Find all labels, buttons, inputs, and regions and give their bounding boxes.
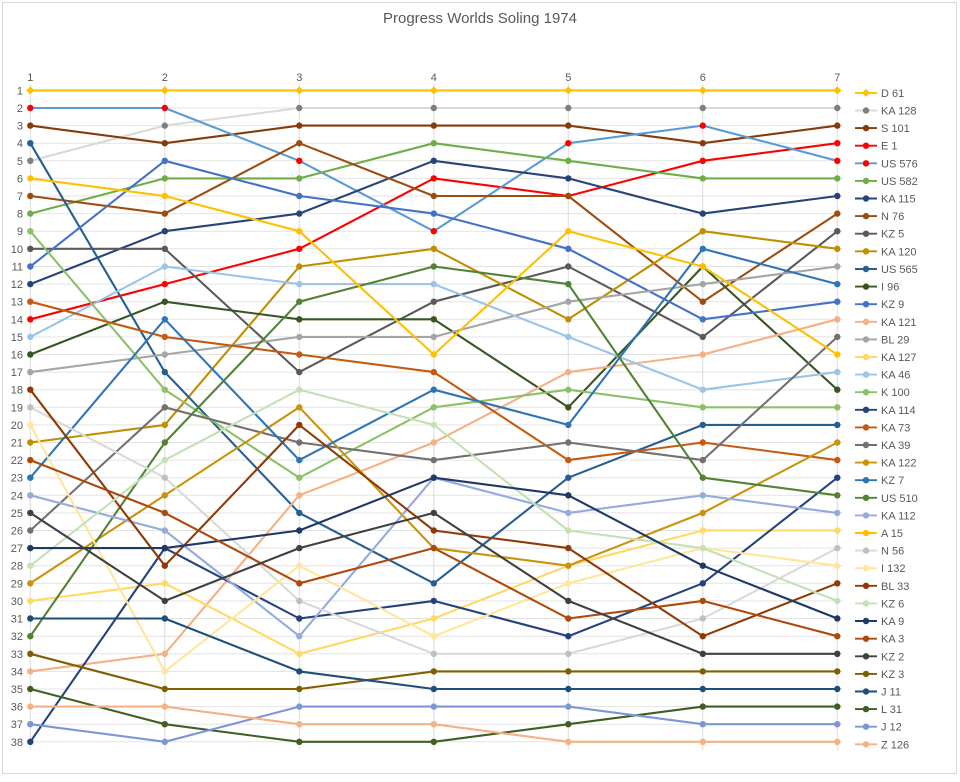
svg-text:34: 34: [11, 666, 23, 678]
svg-text:KZ 2: KZ 2: [881, 651, 904, 663]
svg-text:38: 38: [11, 737, 23, 749]
svg-text:22: 22: [11, 455, 23, 467]
svg-text:7: 7: [17, 191, 23, 203]
svg-text:36: 36: [11, 702, 23, 714]
svg-text:31: 31: [11, 614, 23, 626]
svg-text:17: 17: [11, 367, 23, 379]
svg-text:5: 5: [565, 72, 571, 84]
svg-text:13: 13: [11, 297, 23, 309]
svg-text:N 76: N 76: [881, 211, 904, 223]
svg-text:KA 39: KA 39: [881, 440, 910, 452]
svg-text:KZ 5: KZ 5: [881, 229, 904, 241]
svg-text:A 15: A 15: [881, 528, 903, 540]
svg-text:6: 6: [700, 72, 706, 84]
svg-text:35: 35: [11, 684, 23, 696]
svg-text:KA 9: KA 9: [881, 616, 904, 628]
svg-text:4: 4: [17, 138, 23, 150]
svg-text:16: 16: [11, 350, 23, 362]
svg-text:37: 37: [11, 719, 23, 731]
svg-text:8: 8: [17, 209, 23, 221]
svg-text:KZ 7: KZ 7: [881, 475, 904, 487]
svg-text:J 12: J 12: [881, 722, 902, 734]
svg-text:2: 2: [162, 72, 168, 84]
svg-text:12: 12: [11, 279, 23, 291]
svg-text:D 61: D 61: [881, 88, 904, 100]
svg-text:KA 115: KA 115: [881, 194, 916, 206]
svg-text:11: 11: [12, 262, 23, 274]
svg-text:KA 121: KA 121: [881, 317, 916, 329]
svg-text:J 11: J 11: [881, 687, 901, 699]
svg-text:K 100: K 100: [881, 387, 910, 399]
svg-text:L 31: L 31: [881, 704, 902, 716]
svg-text:KZ 3: KZ 3: [881, 669, 904, 681]
svg-text:N 56: N 56: [881, 546, 904, 558]
svg-text:KA 3: KA 3: [881, 634, 904, 646]
svg-text:KA 114: KA 114: [881, 405, 916, 417]
svg-text:BL 29: BL 29: [881, 334, 909, 346]
svg-text:9: 9: [17, 226, 23, 238]
svg-text:E 1: E 1: [881, 141, 898, 153]
svg-text:21: 21: [11, 438, 23, 450]
svg-text:25: 25: [11, 508, 23, 520]
svg-text:Progress Worlds Soling 1974: Progress Worlds Soling 1974: [383, 10, 577, 27]
svg-text:1: 1: [27, 72, 33, 84]
svg-text:15: 15: [11, 332, 23, 344]
svg-text:I 96: I 96: [881, 282, 899, 294]
svg-text:US 582: US 582: [881, 176, 918, 188]
svg-text:6: 6: [17, 173, 23, 185]
svg-text:30: 30: [11, 596, 23, 608]
svg-text:2: 2: [17, 103, 23, 115]
svg-text:KZ 6: KZ 6: [881, 598, 904, 610]
svg-text:27: 27: [11, 543, 23, 555]
svg-text:29: 29: [11, 578, 23, 590]
svg-text:14: 14: [11, 314, 23, 326]
svg-text:3: 3: [17, 121, 23, 133]
svg-text:KZ 9: KZ 9: [881, 299, 904, 311]
svg-text:3: 3: [296, 72, 302, 84]
svg-text:KA 120: KA 120: [881, 246, 916, 258]
svg-text:S 101: S 101: [881, 123, 910, 135]
svg-text:7: 7: [834, 72, 840, 84]
svg-text:KA 112: KA 112: [881, 510, 916, 522]
svg-text:4: 4: [431, 72, 437, 84]
svg-text:20: 20: [11, 420, 23, 432]
svg-text:Z 126: Z 126: [881, 739, 909, 751]
svg-text:US 576: US 576: [881, 158, 918, 170]
svg-text:19: 19: [11, 402, 23, 414]
svg-text:KA 127: KA 127: [881, 352, 916, 364]
svg-text:28: 28: [11, 561, 23, 573]
svg-text:KA 46: KA 46: [881, 370, 910, 382]
svg-text:18: 18: [11, 385, 23, 397]
svg-text:KA 73: KA 73: [881, 422, 910, 434]
svg-text:KA 128: KA 128: [881, 106, 916, 118]
svg-text:10: 10: [11, 244, 23, 256]
svg-text:5: 5: [17, 156, 23, 168]
svg-text:23: 23: [11, 473, 23, 485]
svg-text:33: 33: [11, 649, 23, 661]
svg-text:BL 33: BL 33: [881, 581, 909, 593]
svg-text:KA 122: KA 122: [881, 458, 916, 470]
svg-text:32: 32: [11, 631, 23, 643]
svg-text:US 565: US 565: [881, 264, 918, 276]
svg-text:I 132: I 132: [881, 563, 905, 575]
svg-text:26: 26: [11, 526, 23, 538]
svg-text:1: 1: [17, 85, 23, 97]
svg-text:24: 24: [11, 490, 23, 502]
svg-text:US 510: US 510: [881, 493, 918, 505]
